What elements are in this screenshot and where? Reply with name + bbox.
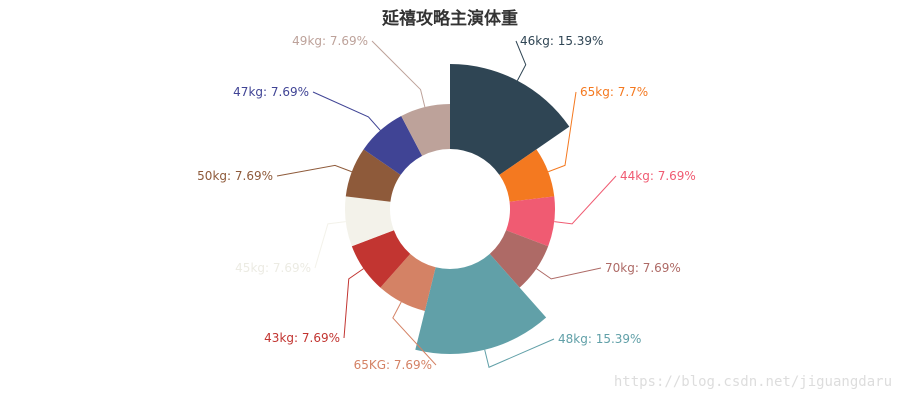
slice-50kg[interactable]: [345, 149, 401, 202]
slice-label-47kg: 47kg: 7.69%: [233, 85, 309, 99]
slice-label-65kg: 65KG: 7.69%: [354, 358, 432, 372]
slice-49kg[interactable]: [401, 104, 450, 156]
slice-65kg[interactable]: [380, 253, 436, 311]
slice-65kg[interactable]: [499, 149, 555, 202]
leader-line-70kg: [536, 267, 602, 280]
slice-label-50kg: 50kg: 7.69%: [197, 169, 273, 183]
slice-44kg[interactable]: [506, 196, 555, 247]
leader-line-48kg: [484, 338, 555, 368]
slice-43kg[interactable]: [351, 230, 411, 288]
leader-line-47kg: [312, 91, 381, 131]
slice-label-48kg: 48kg: 15.39%: [558, 332, 641, 346]
slice-47kg[interactable]: [363, 116, 423, 175]
slice-label-44kg: 44kg: 7.69%: [620, 169, 696, 183]
watermark: https://blog.csdn.net/jiguangdaru: [613, 374, 892, 390]
slice-label-65kg: 65kg: 7.7%: [580, 85, 648, 99]
chart-title: 延禧攻略主演体重: [382, 9, 518, 29]
leader-line-44kg: [554, 175, 617, 225]
slice-label-43kg: 43kg: 7.69%: [264, 331, 340, 345]
leader-line-65kg: [392, 301, 437, 366]
slice-label-70kg: 70kg: 7.69%: [605, 261, 681, 275]
slice-label-45kg: 45kg: 7.69%: [235, 261, 311, 275]
leader-line-46kg: [515, 40, 527, 81]
leader-line-43kg: [343, 268, 364, 339]
slice-48kg[interactable]: [415, 253, 547, 354]
slice-46kg[interactable]: [450, 64, 570, 175]
leader-line-49kg: [371, 40, 426, 108]
slice-45kg[interactable]: [345, 196, 394, 247]
slice-70kg[interactable]: [489, 230, 549, 288]
leader-line-50kg: [276, 164, 353, 177]
slice-label-46kg: 46kg: 15.39%: [520, 34, 603, 48]
slice-label-49kg: 49kg: 7.69%: [292, 34, 368, 48]
leader-line-65kg: [547, 91, 577, 173]
leader-line-45kg: [314, 221, 346, 269]
